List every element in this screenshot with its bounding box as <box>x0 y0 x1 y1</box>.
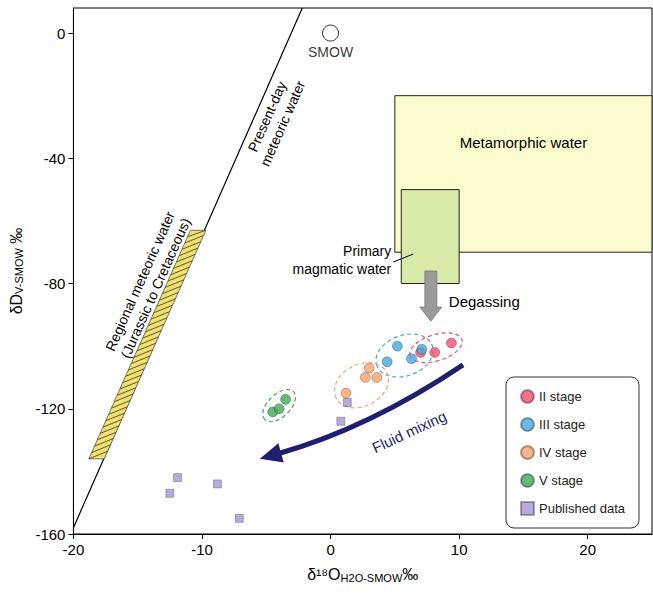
svg-text:Metamorphic water: Metamorphic water <box>460 134 588 151</box>
svg-text:-160: -160 <box>35 526 65 543</box>
svg-text:‰: ‰ <box>8 228 25 248</box>
svg-text:Primary: Primary <box>343 243 391 259</box>
svg-text:Fluid mixing: Fluid mixing <box>369 407 449 456</box>
svg-text:magmatic water: magmatic water <box>292 261 391 277</box>
svg-text:IV stage: IV stage <box>539 445 587 460</box>
svg-text:V stage: V stage <box>539 473 583 488</box>
svg-text:Regional meteoric water: Regional meteoric water <box>102 208 178 354</box>
svg-text:III stage: III stage <box>539 417 585 432</box>
svg-text:Present-day: Present-day <box>244 78 290 155</box>
svg-text:-10: -10 <box>191 541 213 558</box>
svg-text:-20: -20 <box>63 541 85 558</box>
svg-text:0: 0 <box>326 541 334 558</box>
svg-text:20: 20 <box>579 541 596 558</box>
svg-text:V-SMOW: V-SMOW <box>13 247 25 293</box>
svg-text:-80: -80 <box>44 275 66 292</box>
svg-text:Published data: Published data <box>539 501 626 516</box>
svg-text:(Jurassic to Cretaceous): (Jurassic to Cretaceous) <box>117 215 193 360</box>
svg-text:0: 0 <box>57 25 65 42</box>
svg-text:Degassing: Degassing <box>449 293 520 310</box>
svg-text:-120: -120 <box>35 400 65 417</box>
svg-text:10: 10 <box>451 541 468 558</box>
svg-text:δD: δD <box>8 294 25 314</box>
svg-text:H2O-SMOW: H2O-SMOW <box>341 572 403 584</box>
svg-text:δ¹⁸O: δ¹⁸O <box>307 566 340 583</box>
svg-text:II stage: II stage <box>539 389 582 404</box>
svg-text:‰: ‰ <box>402 566 418 583</box>
svg-text:SMOW: SMOW <box>308 44 354 60</box>
svg-text:-40: -40 <box>44 150 66 167</box>
svg-text:meteoric water: meteoric water <box>257 78 309 169</box>
